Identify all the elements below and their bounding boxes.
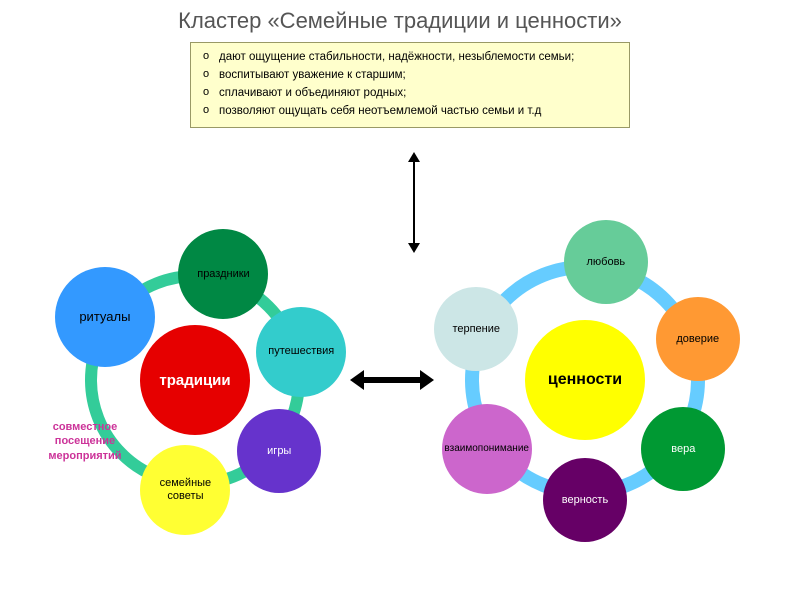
right-center-node: ценности	[525, 320, 645, 440]
right-node-3: верность	[543, 458, 627, 542]
left-node-1: путешествия	[256, 307, 346, 397]
info-item: сплачивают и объединяют родных;	[201, 85, 619, 101]
left-node-3: семейные советы	[140, 445, 230, 535]
info-item: дают ощущение стабильности, надёжности, …	[201, 49, 619, 65]
page-title: Кластер «Семейные традиции и ценности»	[0, 0, 800, 34]
left-outside-label: совместное посещение мероприятий	[40, 420, 130, 463]
left-node-0: праздники	[178, 229, 268, 319]
info-item: воспитывают уважение к старшим;	[201, 67, 619, 83]
arrow-vertical	[413, 160, 415, 245]
info-item: позволяют ощущать себя неотъемлемой част…	[201, 103, 619, 119]
left-center-node: традиции	[140, 325, 250, 435]
left-node-4: ритуалы	[55, 267, 155, 367]
right-node-4: взаимопонимание	[442, 404, 532, 494]
arrow-horizontal	[362, 377, 422, 383]
right-node-1: доверие	[656, 297, 740, 381]
right-node-2: вера	[641, 407, 725, 491]
left-node-2: игры	[237, 409, 321, 493]
right-node-5: терпение	[434, 287, 518, 371]
info-box: дают ощущение стабильности, надёжности, …	[190, 42, 630, 128]
info-list: дают ощущение стабильности, надёжности, …	[197, 49, 619, 119]
right-node-0: любовь	[564, 220, 648, 304]
